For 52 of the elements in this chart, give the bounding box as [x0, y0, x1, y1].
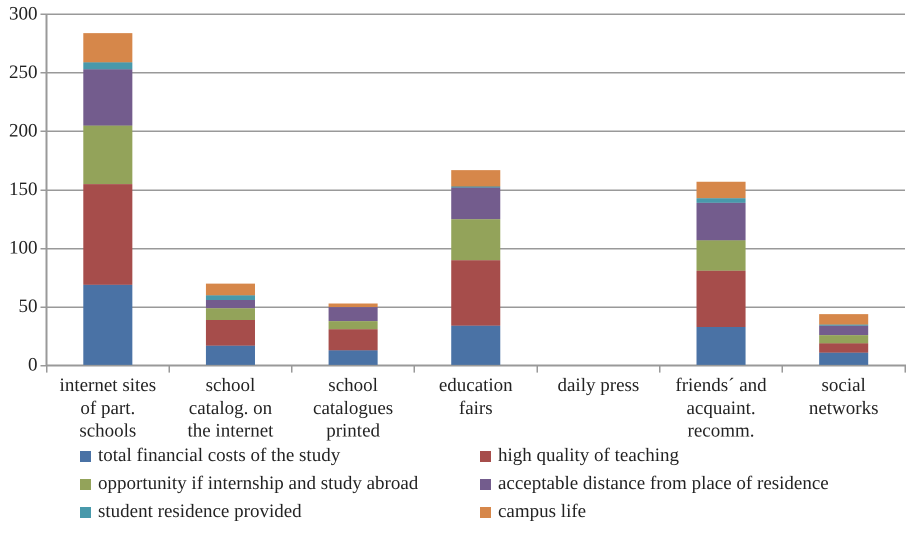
legend-label: high quality of teaching	[498, 445, 679, 467]
bar	[206, 346, 255, 365]
legend-label: student residence provided	[98, 501, 302, 523]
x-tick-label: school catalog. on the internet	[187, 374, 274, 442]
bar	[819, 326, 868, 336]
x-tick-label: daily press	[557, 374, 640, 396]
bar	[206, 284, 255, 296]
bar	[696, 326, 746, 365]
bar	[696, 198, 746, 203]
bar	[819, 314, 868, 325]
bar	[451, 260, 500, 326]
bar	[451, 219, 500, 260]
bar	[328, 350, 378, 365]
bar	[696, 270, 746, 327]
y-tick-label: 100	[9, 238, 38, 259]
bar	[83, 284, 132, 365]
bar	[451, 326, 500, 365]
y-tick-label: 300	[9, 3, 38, 24]
bar	[451, 188, 500, 220]
bar	[819, 335, 868, 344]
legend-label: acceptable distance from place of residence	[498, 473, 829, 495]
legend-label: opportunity if internship and study abroad	[98, 473, 418, 495]
bar	[696, 202, 746, 240]
bar	[328, 304, 378, 308]
bar	[328, 307, 378, 322]
bar	[83, 69, 132, 126]
legend-label: campus life	[498, 501, 586, 523]
y-tick-label: 150	[9, 178, 38, 200]
bar	[83, 62, 132, 70]
bar	[83, 184, 132, 285]
bar	[83, 33, 132, 62]
y-tick-label: 50	[18, 296, 38, 318]
bar	[83, 126, 132, 184]
x-tick-label: school catalogues printed	[313, 374, 394, 442]
bar	[206, 295, 255, 300]
bar	[696, 182, 746, 198]
bar	[328, 329, 378, 350]
bar	[328, 321, 378, 330]
y-tick-label: 0	[28, 354, 38, 376]
bar	[696, 240, 746, 271]
y-tick-label: 200	[9, 120, 38, 142]
bar	[206, 320, 255, 346]
bar	[451, 170, 500, 186]
bar	[206, 308, 255, 320]
bar	[819, 343, 868, 353]
x-tick-label: social networks	[808, 374, 879, 419]
bar	[819, 352, 868, 365]
legend-label: total financial costs of the study	[98, 445, 340, 467]
y-tick-label: 250	[9, 62, 38, 83]
x-tick-label: friends´ and acquaint. recomm.	[675, 374, 768, 442]
x-tick-label: education fairs	[438, 374, 514, 419]
bar	[206, 300, 255, 308]
